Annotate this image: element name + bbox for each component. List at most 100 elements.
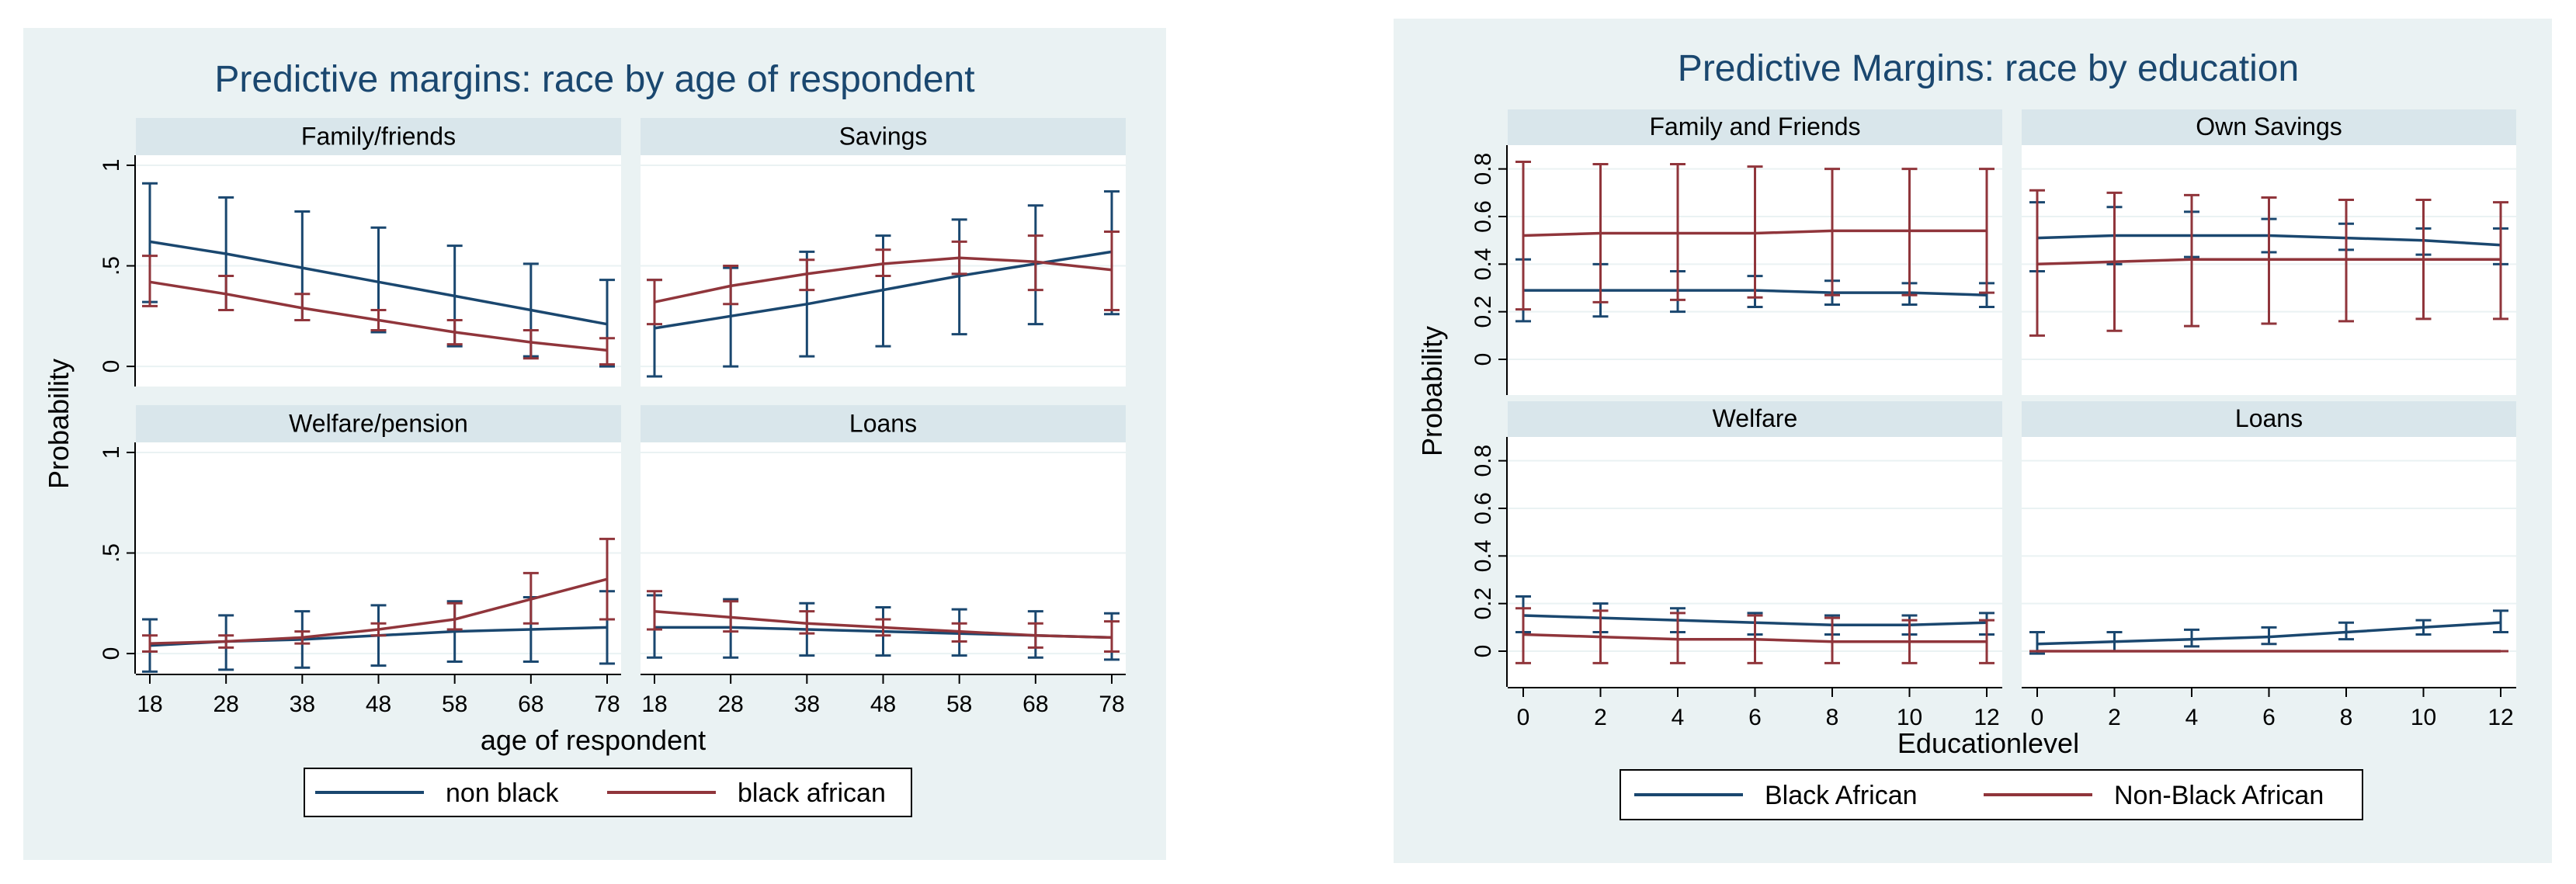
error-bar xyxy=(2029,189,2045,337)
error-bar xyxy=(2261,196,2277,325)
panel-strip xyxy=(2022,401,2516,437)
error-bar xyxy=(1515,160,1531,311)
x-tick-label: 28 xyxy=(717,692,743,717)
x-tick-label: 10 xyxy=(1897,705,1922,730)
y-tick-label: 1 xyxy=(99,159,124,172)
panel-title: Family and Friends xyxy=(1649,113,1860,140)
chart-age-svg: Predictive margins: race by age of respo… xyxy=(43,59,1126,817)
y-tick-label: 1 xyxy=(99,446,124,459)
error-bar xyxy=(1027,234,1043,292)
panel-title: Savings xyxy=(839,123,928,151)
error-bar xyxy=(951,218,967,336)
x-tick-label: 0 xyxy=(1517,705,1530,730)
x-tick-label: 58 xyxy=(442,692,467,717)
error-bar xyxy=(1824,616,1840,664)
x-tick-label: 78 xyxy=(1099,692,1124,717)
y-tick-label: 0 xyxy=(1470,353,1496,366)
x-tick-label: 18 xyxy=(641,692,667,717)
error-bar xyxy=(599,537,615,621)
x-tick-label: 0 xyxy=(2031,705,2044,730)
panel-strip xyxy=(641,405,1126,442)
panel-title: Loans xyxy=(2235,404,2303,432)
x-tick-label: 18 xyxy=(137,692,162,717)
error-bar xyxy=(1027,622,1043,649)
error-bar xyxy=(799,258,815,292)
x-tick-label: 8 xyxy=(2340,705,2353,730)
error-bar xyxy=(2184,628,2199,648)
error-bar xyxy=(142,255,158,307)
legend-label: Non-Black African xyxy=(2114,781,2324,810)
legend-label: black african xyxy=(738,778,886,808)
error-bar xyxy=(446,318,463,346)
error-bar xyxy=(2338,199,2354,323)
error-bar xyxy=(2493,201,2508,321)
panel-strip xyxy=(136,118,621,155)
x-tick-label: 38 xyxy=(290,692,315,717)
error-bar xyxy=(370,622,387,637)
panel-strip xyxy=(1508,401,2002,437)
error-bar xyxy=(1824,168,1840,296)
error-bar xyxy=(294,293,311,321)
error-bar xyxy=(1747,165,1763,299)
y-tick-label: 0.4 xyxy=(1470,248,1496,280)
x-tick-label: 2 xyxy=(2108,705,2121,730)
panel-title: Welfare/pension xyxy=(289,410,468,438)
error-bar xyxy=(1592,609,1609,664)
error-bar xyxy=(2261,626,2277,646)
y-tick-label: 0.6 xyxy=(1470,492,1496,525)
chart-title: Predictive Margins: race by education xyxy=(1678,48,2299,89)
error-bar xyxy=(1104,620,1120,653)
x-tick-label: 28 xyxy=(213,692,238,717)
y-tick-label: 0 xyxy=(99,360,124,373)
x-axis-label: Educationlevel xyxy=(1897,727,2079,759)
error-bar xyxy=(2338,621,2354,641)
chart-education: Predictive Margins: race by education Pro… xyxy=(1394,19,2552,863)
x-axis-label: age of respondent xyxy=(481,724,706,756)
y-tick-label: 0.2 xyxy=(1470,296,1496,328)
error-bar xyxy=(1901,168,1918,296)
legend-label: non black xyxy=(446,778,560,808)
error-bar xyxy=(1670,612,1686,664)
error-bar xyxy=(875,248,891,277)
x-tick-label: 12 xyxy=(1974,705,1999,730)
error-bar xyxy=(2415,199,2432,321)
error-bar xyxy=(2106,191,2123,332)
y-axis-label: Probability xyxy=(1416,326,1448,456)
x-tick-label: 48 xyxy=(870,692,896,717)
error-bar xyxy=(723,265,739,306)
x-tick-label: 10 xyxy=(2411,705,2436,730)
chart-education-svg: Predictive Margins: race by education Pro… xyxy=(1416,48,2516,820)
y-tick-label: 0 xyxy=(99,647,124,660)
error-bar xyxy=(446,601,463,631)
legend-label: Black African xyxy=(1765,781,1918,810)
error-bar xyxy=(1592,163,1609,303)
y-tick-label: .5 xyxy=(99,543,124,563)
y-tick-label: .5 xyxy=(99,256,124,276)
panel-strip xyxy=(2022,109,2516,145)
error-bar xyxy=(370,309,387,331)
x-tick-label: 58 xyxy=(946,692,972,717)
panel-strip xyxy=(136,405,621,442)
x-tick-label: 6 xyxy=(2262,705,2276,730)
y-tick-label: 0.8 xyxy=(1470,445,1496,477)
error-bar xyxy=(723,600,739,633)
x-tick-label: 48 xyxy=(366,692,391,717)
error-bar xyxy=(1670,163,1686,301)
error-bar xyxy=(294,630,311,645)
error-bar xyxy=(1515,607,1531,664)
x-tick-label: 68 xyxy=(518,692,543,717)
x-tick-label: 78 xyxy=(594,692,620,717)
y-tick-label: 0.8 xyxy=(1470,153,1496,185)
error-bar xyxy=(1901,619,1918,664)
error-bar xyxy=(1979,168,1994,294)
panel-title: Welfare xyxy=(1713,404,1798,432)
x-tick-label: 38 xyxy=(794,692,820,717)
x-tick-label: 4 xyxy=(2185,705,2199,730)
error-bar xyxy=(599,337,615,366)
chart-age: Predictive margins: race by age of respo… xyxy=(23,28,1166,860)
error-bar xyxy=(522,571,539,625)
error-bar xyxy=(951,240,967,276)
y-tick-label: 0 xyxy=(1470,645,1496,658)
x-tick-label: 8 xyxy=(1826,705,1839,730)
x-tick-label: 2 xyxy=(1594,705,1607,730)
